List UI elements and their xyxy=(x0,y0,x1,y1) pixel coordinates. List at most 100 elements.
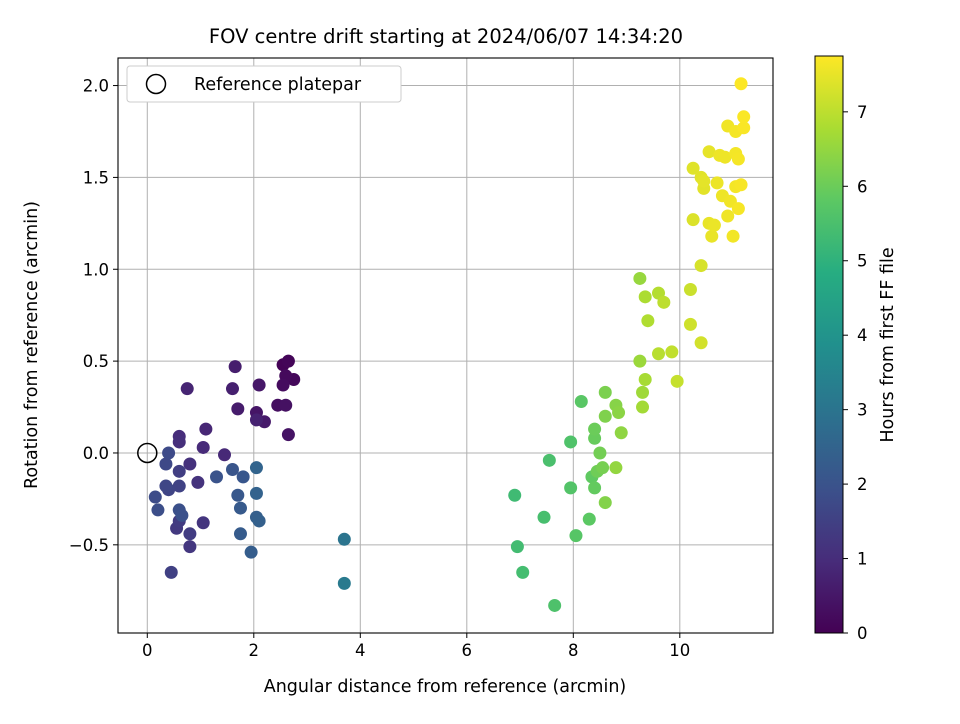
data-point xyxy=(710,176,724,190)
colorbar-tick-label: 2 xyxy=(857,475,868,494)
data-point xyxy=(612,406,626,420)
colorbar: 0 1 2 3 4 5 6 7 Hours from first FF file xyxy=(814,55,898,643)
data-point xyxy=(569,529,583,543)
data-point xyxy=(218,448,232,462)
plot-area xyxy=(117,57,774,634)
data-point xyxy=(582,512,596,526)
data-point xyxy=(233,501,247,515)
plot-frame xyxy=(117,57,774,634)
colorbar-gradient xyxy=(814,55,844,634)
x-tick-label: 10 xyxy=(669,641,690,660)
data-point xyxy=(148,490,162,504)
plot-background xyxy=(118,58,773,633)
data-point xyxy=(588,431,602,445)
data-point xyxy=(665,345,679,359)
data-point xyxy=(652,347,666,361)
y-tick-label: 1.5 xyxy=(83,168,109,187)
data-point xyxy=(252,514,266,528)
data-point xyxy=(196,440,210,454)
y-tick-label: 1.0 xyxy=(83,260,109,279)
data-point xyxy=(598,385,612,399)
data-point xyxy=(276,378,290,392)
data-point xyxy=(172,464,186,478)
data-point xyxy=(686,213,700,227)
colorbar-label: Hours from first FF file xyxy=(878,247,898,442)
data-point xyxy=(633,354,647,368)
colorbar-tick-label: 6 xyxy=(857,177,868,196)
data-point xyxy=(593,446,607,460)
data-point xyxy=(183,457,197,471)
legend-box xyxy=(126,65,402,103)
data-point xyxy=(228,360,242,374)
data-point xyxy=(537,510,551,524)
data-points xyxy=(148,77,751,612)
data-point xyxy=(737,110,751,124)
data-point xyxy=(734,178,748,192)
data-point xyxy=(702,145,716,159)
data-point xyxy=(337,576,351,590)
data-point xyxy=(707,218,721,232)
x-axis-label: Angular distance from reference (arcmin) xyxy=(264,677,627,697)
data-point xyxy=(183,540,197,554)
legend-open-circle-icon xyxy=(145,73,167,95)
data-point xyxy=(210,470,224,484)
data-point xyxy=(159,457,173,471)
data-point xyxy=(516,565,530,579)
data-point xyxy=(731,152,745,166)
data-point xyxy=(548,598,562,612)
data-point xyxy=(598,409,612,423)
data-point xyxy=(180,382,194,396)
data-point xyxy=(279,398,293,412)
x-tick-label: 4 xyxy=(355,641,366,660)
data-point xyxy=(564,481,578,495)
data-point xyxy=(249,413,263,427)
colorbar-tick-label: 7 xyxy=(857,103,868,122)
data-point xyxy=(588,422,602,436)
data-point xyxy=(657,295,671,309)
data-point xyxy=(670,374,684,388)
data-point xyxy=(574,395,588,409)
data-point xyxy=(225,463,239,477)
x-tick-label: 8 xyxy=(568,641,579,660)
x-tick-label: 0 xyxy=(142,641,153,660)
data-point xyxy=(638,290,652,304)
data-point xyxy=(737,121,751,135)
data-point xyxy=(683,317,697,331)
data-point xyxy=(609,461,623,475)
data-point xyxy=(542,453,556,467)
data-point xyxy=(734,77,748,91)
colorbar-tick-label: 5 xyxy=(857,252,868,271)
data-point xyxy=(510,540,524,554)
data-point xyxy=(694,259,708,273)
colorbar-tick-label: 1 xyxy=(857,550,868,569)
data-point xyxy=(683,282,697,296)
data-point xyxy=(164,565,178,579)
data-point xyxy=(636,400,650,414)
data-point xyxy=(564,435,578,449)
data-point xyxy=(231,402,245,416)
x-tick-label: 2 xyxy=(249,641,260,660)
data-point xyxy=(281,428,295,442)
data-point xyxy=(231,488,245,502)
data-point xyxy=(705,229,719,243)
data-point xyxy=(721,209,735,223)
colorbar-tick-label: 3 xyxy=(857,401,868,420)
y-tick-label: 0.0 xyxy=(83,444,109,463)
data-point xyxy=(718,150,732,164)
data-point xyxy=(159,479,173,493)
data-point xyxy=(199,422,213,436)
data-point xyxy=(641,314,655,328)
data-point xyxy=(508,488,522,502)
data-point xyxy=(686,161,700,175)
data-point xyxy=(196,516,210,530)
data-point xyxy=(694,336,708,350)
y-axis-label: Rotation from reference (arcmin) xyxy=(22,201,42,489)
x-tick-label: 6 xyxy=(462,641,473,660)
data-point xyxy=(726,229,740,243)
x-axis-ticks: 0 2 4 6 8 10 xyxy=(142,633,690,660)
data-point xyxy=(225,382,239,396)
data-point xyxy=(636,385,650,399)
y-tick-label: −0.5 xyxy=(69,536,109,555)
data-point xyxy=(249,461,263,475)
